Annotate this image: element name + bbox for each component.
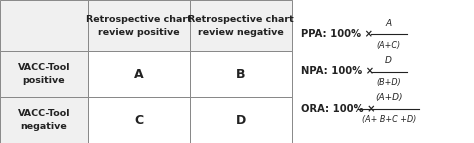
Text: C: C xyxy=(134,114,143,127)
Text: (A+ B+C +D): (A+ B+C +D) xyxy=(362,115,416,124)
Bar xyxy=(0,97,88,143)
Bar xyxy=(190,0,292,51)
Text: Retrospective chart
review positive: Retrospective chart review positive xyxy=(86,15,191,37)
Text: VACC-Tool
positive: VACC-Tool positive xyxy=(18,63,70,86)
Bar xyxy=(88,97,190,143)
Bar xyxy=(190,51,292,97)
Text: D: D xyxy=(236,114,246,127)
Text: ORA: 100% ×: ORA: 100% × xyxy=(301,104,375,114)
Text: NPA: 100% ×: NPA: 100% × xyxy=(301,66,374,77)
Text: A: A xyxy=(134,68,144,81)
Text: A: A xyxy=(386,19,392,28)
Text: B: B xyxy=(236,68,246,81)
Bar xyxy=(88,0,190,51)
Text: (A+D): (A+D) xyxy=(375,93,402,102)
Text: D: D xyxy=(385,56,392,65)
Text: PPA: 100% ×: PPA: 100% × xyxy=(301,29,373,39)
Text: VACC-Tool
negative: VACC-Tool negative xyxy=(18,109,70,131)
Text: Retrospective chart
review negative: Retrospective chart review negative xyxy=(188,15,293,37)
Bar xyxy=(0,0,88,51)
Text: (A+C): (A+C) xyxy=(377,41,401,50)
Text: (B+D): (B+D) xyxy=(376,78,401,87)
Bar xyxy=(190,97,292,143)
Bar xyxy=(88,51,190,97)
Bar xyxy=(0,51,88,97)
